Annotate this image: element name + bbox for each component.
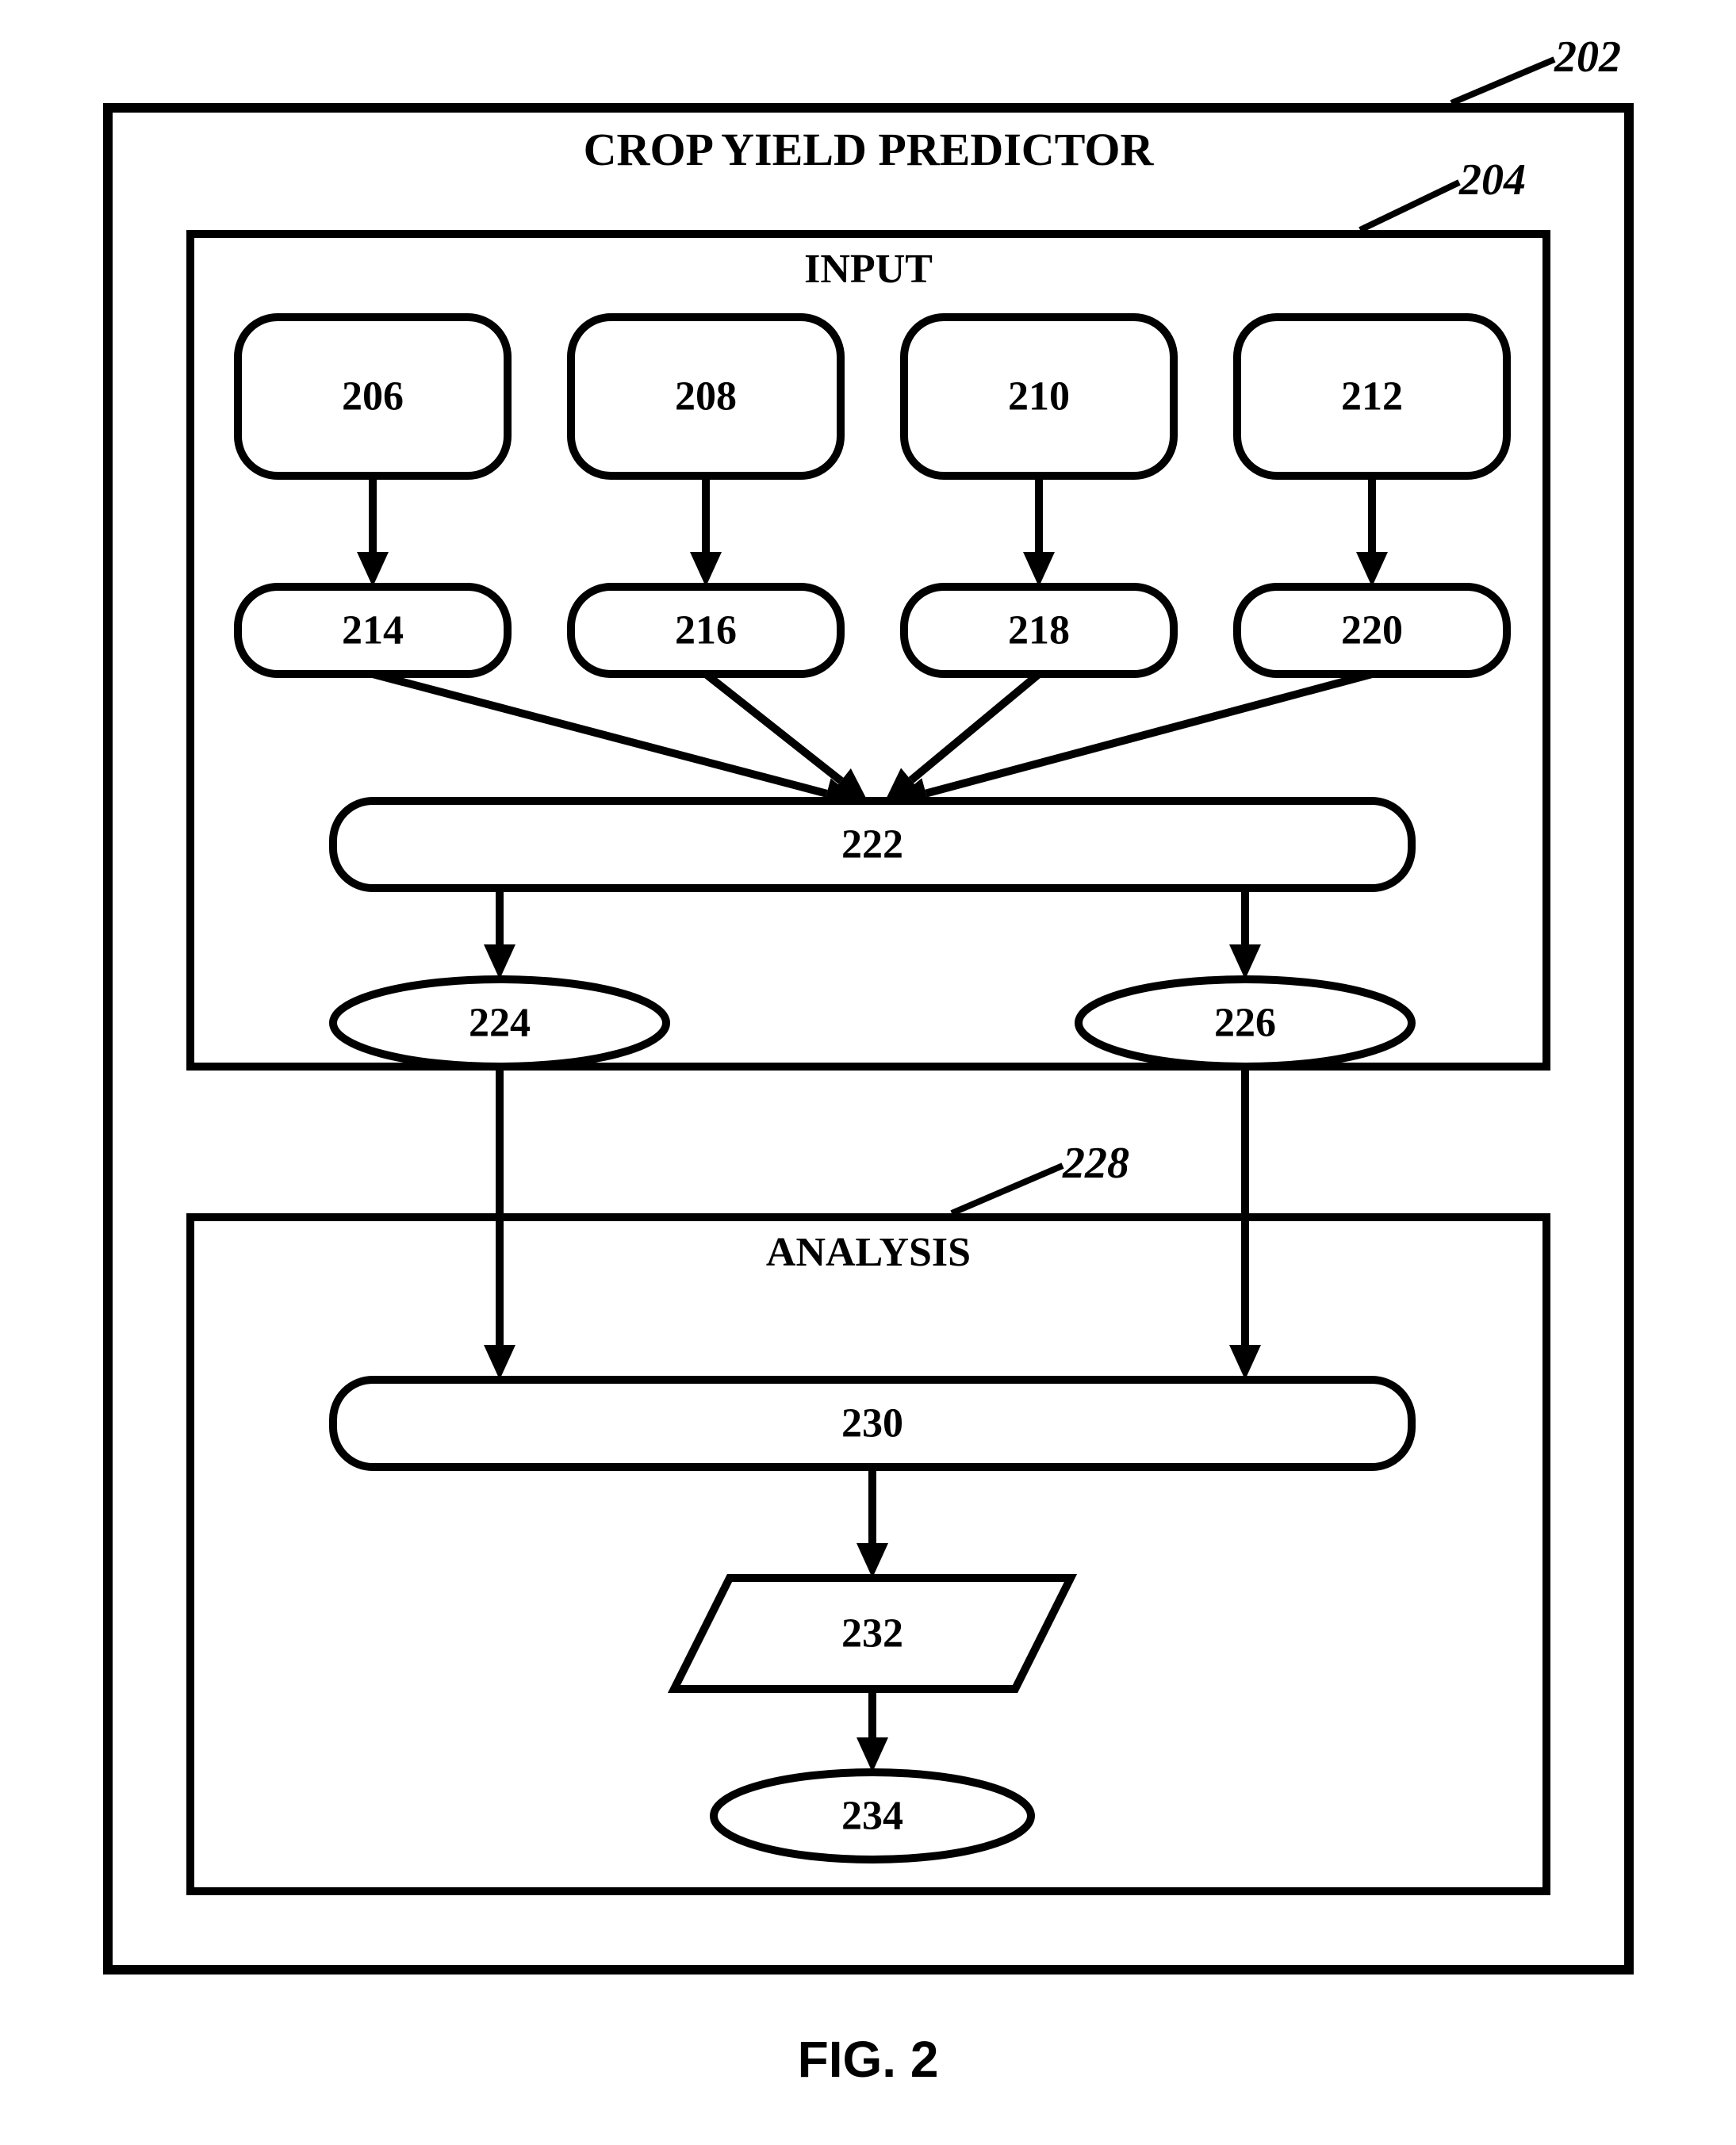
outer-title: CROP YIELD PREDICTOR <box>103 123 1634 176</box>
input-panel-callout: 204 <box>1459 155 1526 205</box>
figure-canvas: 202 CROP YIELD PREDICTOR 204 INPUT 228 A… <box>0 0 1736 2145</box>
analysis-panel-callout: 228 <box>1063 1138 1129 1189</box>
input-panel <box>186 230 1550 1071</box>
analysis-panel <box>186 1213 1550 1895</box>
outer-callout: 202 <box>1554 32 1621 82</box>
figure-caption: FIG. 2 <box>0 2030 1736 2089</box>
analysis-panel-title: ANALYSIS <box>186 1229 1550 1276</box>
input-panel-title: INPUT <box>186 246 1550 293</box>
callout-line <box>1451 59 1554 103</box>
